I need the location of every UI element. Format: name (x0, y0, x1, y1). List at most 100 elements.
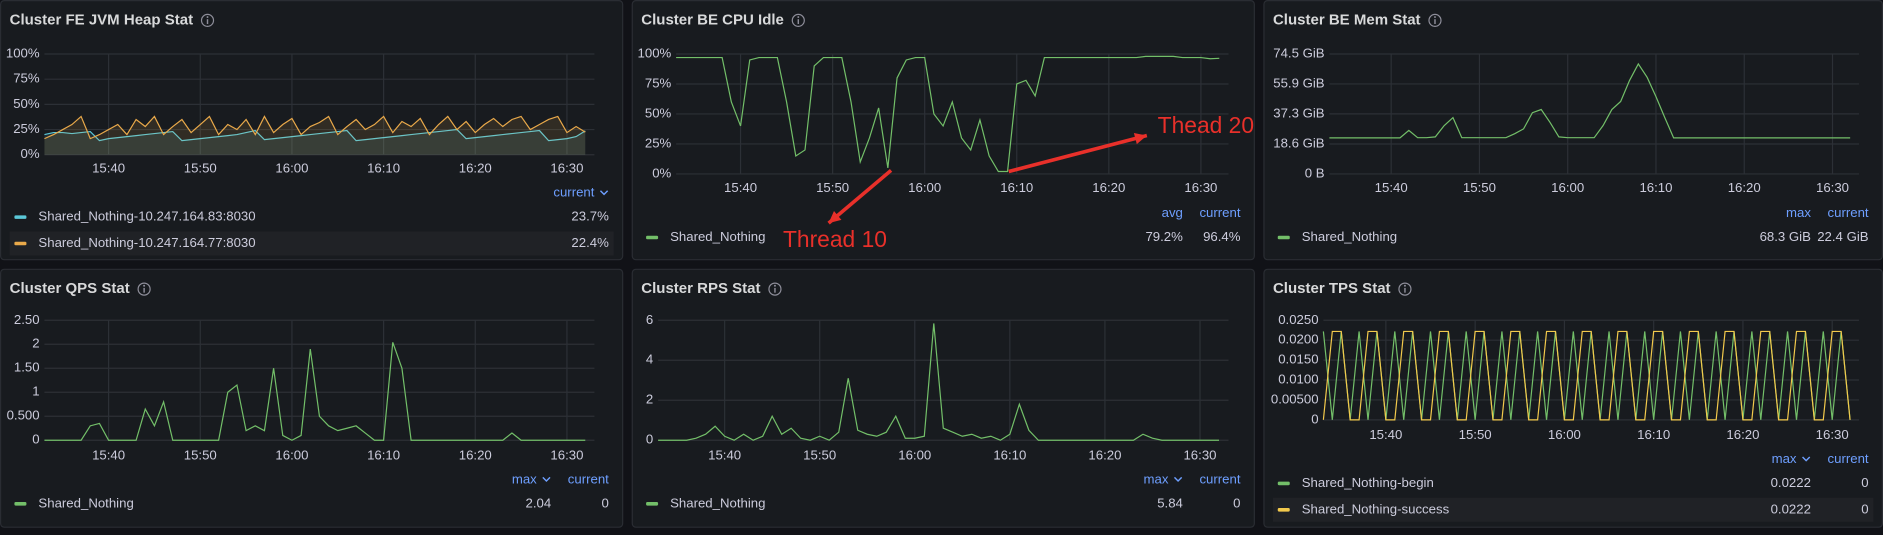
info-icon-dot (797, 16, 800, 18)
legend-swatch (1277, 235, 1290, 240)
x-tick-label: 15:40 (1369, 427, 1402, 442)
x-tick-label: 15:50 (184, 161, 217, 176)
series-line (658, 323, 1220, 441)
legend-label: Shared_Nothing-10.247.164.77:8030 (38, 235, 255, 250)
x-tick-label: 16:30 (1183, 447, 1216, 462)
legend-header: max (1144, 471, 1169, 486)
y-tick-label: 0% (21, 146, 40, 161)
x-tick-label: 16:20 (1726, 427, 1759, 442)
series-line (676, 55, 1220, 173)
x-tick-label: 16:10 (367, 447, 400, 462)
legend-row-bg (1272, 497, 1874, 522)
y-tick-label: 0.500 (7, 408, 40, 423)
annotation: Thead 20 (1158, 112, 1254, 138)
series-line (1329, 62, 1851, 139)
x-tick-label: 15:40 (92, 447, 125, 462)
sort-chevron (599, 190, 609, 196)
legend-header: current (1828, 451, 1869, 466)
annotation-arrow (827, 168, 893, 225)
x-tick-label: 15:40 (92, 161, 125, 176)
panel (1263, 0, 1883, 261)
panel-title: Cluster RPS Stat (641, 280, 760, 297)
legend-header: current (568, 471, 609, 486)
x-tick-label: 15:40 (708, 447, 741, 462)
legend-value: 68.3 GiB (1760, 229, 1812, 244)
annotation-arrow (1008, 133, 1148, 174)
y-tick-label: 2.50 (14, 312, 40, 327)
legend-swatch (1277, 508, 1290, 512)
series-line (1322, 331, 1851, 420)
y-tick-label: 37.3 GiB (1273, 105, 1325, 120)
info-icon (200, 13, 215, 27)
panel (631, 268, 1255, 528)
y-tick-label: 50% (645, 105, 672, 120)
y-tick-label: 74.5 GiB (1273, 45, 1325, 60)
y-tick-label: 0.0150 (1278, 352, 1318, 367)
x-tick-label: 15:40 (1375, 180, 1408, 195)
series-line (44, 115, 586, 140)
series-line (44, 342, 586, 441)
info-icon (1428, 13, 1442, 27)
info-icon (791, 13, 805, 27)
sort-chevron (542, 476, 551, 483)
x-tick-label: 16:20 (1088, 447, 1121, 462)
x-tick-label: 15:50 (803, 447, 836, 462)
y-tick-label: 0 (646, 432, 653, 447)
y-tick-label: 100% (638, 45, 672, 60)
legend-label: Shared_Nothing (38, 495, 133, 510)
y-tick-label: 0.00500 (1271, 391, 1319, 406)
panel-title: Cluster BE CPU Idle (641, 11, 784, 28)
x-tick-label: 16:20 (1728, 180, 1761, 195)
legend-value: 0 (1233, 495, 1240, 510)
legend-value: 0.0222 (1771, 501, 1811, 516)
x-tick-label: 15:40 (724, 180, 757, 195)
legend-value: 79.2% (1145, 229, 1183, 244)
panel (1263, 268, 1883, 528)
x-tick-label: 16:20 (1092, 180, 1125, 195)
y-tick-label: 1 (32, 384, 39, 399)
annotation-arrowhead (828, 211, 842, 224)
x-tick-label: 16:00 (898, 447, 931, 462)
y-tick-label: 2 (646, 392, 653, 407)
x-tick-label: 16:00 (275, 161, 308, 176)
y-tick-label: 0.0100 (1278, 372, 1318, 387)
legend-value: 5.84 (1157, 495, 1183, 510)
legend-swatch (14, 241, 27, 246)
y-tick-label: 25% (645, 135, 672, 150)
legend-swatch (1277, 481, 1290, 486)
info-icon-dot (1434, 16, 1436, 18)
legend-label: Shared_Nothing (1302, 229, 1397, 244)
panel (0, 268, 624, 528)
legend-header: current (553, 185, 594, 200)
x-tick-label: 15:50 (1463, 180, 1496, 195)
y-tick-label: 75% (645, 75, 672, 90)
y-tick-label: 50% (13, 96, 40, 111)
x-tick-label: 16:30 (1184, 180, 1217, 195)
panel-title: Cluster TPS Stat (1273, 280, 1391, 297)
legend-swatch (646, 235, 659, 240)
series-line (1322, 330, 1851, 421)
y-tick-label: 0% (652, 165, 671, 180)
legend-swatch (14, 502, 27, 506)
legend-value: 0 (1861, 501, 1868, 516)
legend-header: current (1828, 205, 1869, 220)
panel (631, 0, 1255, 261)
x-tick-label: 15:50 (184, 447, 217, 462)
legend-label: Shared_Nothing-10.247.164.83:8030 (38, 209, 255, 224)
legend-header: max (512, 471, 537, 486)
legend-swatch (14, 215, 27, 219)
y-tick-label: 25% (13, 121, 40, 136)
legend-value: 96.4% (1203, 229, 1241, 244)
x-tick-label: 16:30 (1816, 180, 1849, 195)
x-tick-label: 16:20 (459, 447, 492, 462)
y-tick-label: 1.50 (14, 360, 40, 375)
legend-header: max (1786, 205, 1811, 220)
x-tick-label: 16:10 (993, 447, 1026, 462)
legend-label: Shared_Nothing (670, 495, 765, 510)
x-tick-label: 16:30 (1816, 427, 1849, 442)
sort-chevron (1802, 456, 1811, 462)
x-tick-label: 16:30 (550, 447, 583, 462)
info-icon (1398, 282, 1412, 296)
y-tick-label: 2 (32, 336, 39, 351)
